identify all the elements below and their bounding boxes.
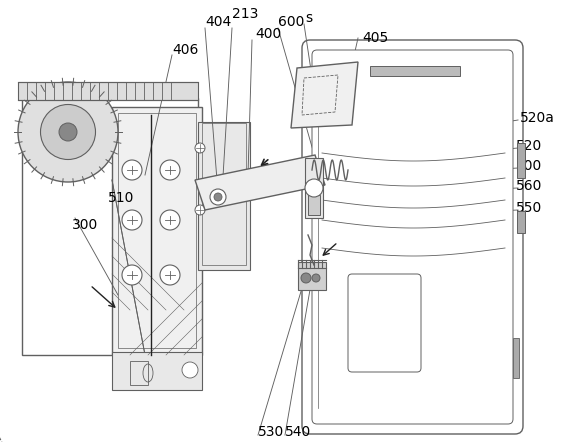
Circle shape [59, 123, 77, 141]
Text: 520a: 520a [520, 111, 555, 125]
Bar [308, 195, 320, 215]
Text: 300: 300 [72, 218, 98, 232]
Circle shape [210, 189, 226, 205]
Polygon shape [291, 62, 358, 128]
Text: 213: 213 [232, 7, 258, 21]
Circle shape [301, 273, 311, 283]
Circle shape [122, 160, 142, 180]
Bar [202, 123, 246, 265]
Bar [118, 113, 196, 348]
Circle shape [312, 274, 320, 282]
Bar [18, 82, 198, 100]
Polygon shape [22, 98, 198, 355]
FancyBboxPatch shape [312, 50, 513, 424]
Circle shape [214, 193, 222, 201]
Polygon shape [195, 155, 325, 210]
Circle shape [160, 210, 180, 230]
Bar [112, 107, 202, 355]
Text: 520: 520 [516, 139, 542, 153]
Circle shape [305, 179, 323, 197]
Text: 560: 560 [516, 179, 542, 193]
Text: 510: 510 [108, 191, 134, 205]
Bar [112, 352, 202, 390]
Circle shape [195, 143, 205, 153]
Text: s: s [305, 11, 312, 25]
Bar [517, 211, 525, 233]
Text: 405: 405 [362, 31, 388, 45]
Bar [298, 262, 326, 290]
Bar [513, 338, 519, 378]
Circle shape [160, 265, 180, 285]
Bar [517, 143, 525, 178]
Bar [305, 158, 323, 218]
Text: 404: 404 [205, 15, 231, 29]
Text: 406: 406 [172, 43, 198, 57]
Text: 550: 550 [516, 201, 542, 215]
Circle shape [18, 82, 118, 182]
Circle shape [122, 265, 142, 285]
Text: 400: 400 [255, 27, 281, 41]
Circle shape [122, 210, 142, 230]
Bar [198, 122, 250, 270]
Text: 540: 540 [285, 425, 311, 439]
Bar [370, 66, 460, 76]
Text: 530: 530 [258, 425, 284, 439]
Circle shape [41, 104, 95, 160]
Circle shape [195, 205, 205, 215]
Bar [130, 361, 148, 385]
Circle shape [160, 160, 180, 180]
Text: 600: 600 [278, 15, 304, 29]
Text: 500: 500 [516, 159, 542, 173]
Circle shape [182, 362, 198, 378]
